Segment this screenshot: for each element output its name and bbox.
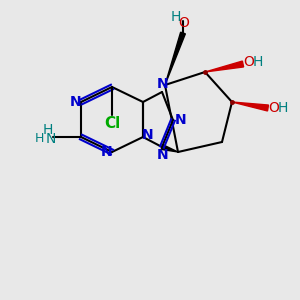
Text: H: H xyxy=(278,101,288,115)
Text: H: H xyxy=(43,123,53,137)
Text: N: N xyxy=(70,95,82,109)
Text: N: N xyxy=(46,132,56,146)
Text: O: O xyxy=(178,16,189,30)
Polygon shape xyxy=(165,32,185,85)
Text: N: N xyxy=(142,128,154,142)
Text: H: H xyxy=(253,55,263,69)
Text: N: N xyxy=(157,148,169,162)
Polygon shape xyxy=(232,102,268,111)
Text: H: H xyxy=(171,10,181,24)
Text: N: N xyxy=(175,113,187,127)
Text: N: N xyxy=(157,77,169,91)
Text: N: N xyxy=(101,145,113,159)
Text: O: O xyxy=(268,101,279,115)
Polygon shape xyxy=(205,61,244,72)
Text: H: H xyxy=(34,133,44,146)
Polygon shape xyxy=(161,145,178,152)
Text: O: O xyxy=(244,55,254,69)
Text: Cl: Cl xyxy=(104,116,120,131)
